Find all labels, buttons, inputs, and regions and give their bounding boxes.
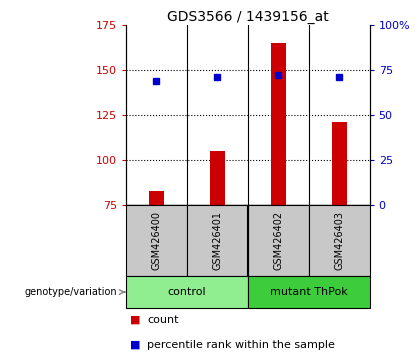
Text: GSM426401: GSM426401 — [213, 211, 222, 270]
Bar — [331, 122, 347, 205]
Text: GSM426400: GSM426400 — [152, 211, 161, 270]
Bar — [309, 205, 370, 276]
Text: control: control — [168, 287, 206, 297]
Text: mutant ThPok: mutant ThPok — [270, 287, 348, 297]
Text: ■: ■ — [130, 315, 141, 325]
Bar — [210, 151, 225, 205]
Text: percentile rank within the sample: percentile rank within the sample — [147, 340, 335, 350]
Bar — [187, 205, 248, 276]
Bar — [248, 276, 370, 308]
Text: genotype/variation: genotype/variation — [25, 287, 118, 297]
Text: GSM426403: GSM426403 — [334, 211, 344, 270]
Bar — [149, 191, 164, 205]
Bar — [270, 43, 286, 205]
Text: ■: ■ — [130, 340, 141, 350]
Bar — [248, 205, 309, 276]
Text: count: count — [147, 315, 178, 325]
Text: GSM426402: GSM426402 — [273, 211, 283, 270]
Bar — [126, 205, 187, 276]
Bar — [126, 276, 248, 308]
Title: GDS3566 / 1439156_at: GDS3566 / 1439156_at — [167, 10, 329, 24]
